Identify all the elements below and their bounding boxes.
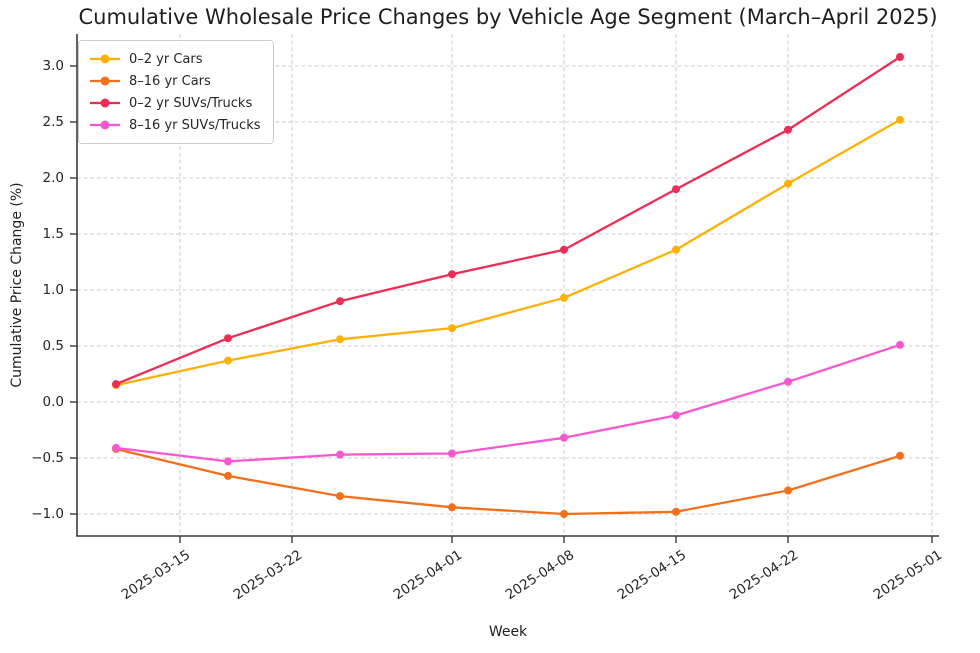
- legend-line-marker-icon: [90, 54, 120, 64]
- series-0-2-yr-suvs-trucks: [112, 53, 904, 389]
- data-point: [896, 115, 904, 124]
- legend-line-marker-icon: [90, 76, 120, 86]
- data-point: [224, 471, 232, 480]
- data-point: [448, 503, 456, 512]
- y-tick-label: −1.0: [31, 506, 64, 522]
- legend-item-8-16-yr-suvs-trucks: 8–16 yr SUVs/Trucks: [88, 114, 261, 136]
- legend-item-0-2-yr-suvs-trucks: 0–2 yr SUVs/Trucks: [88, 92, 261, 114]
- y-tick-label: 0.5: [42, 338, 64, 354]
- data-point: [672, 185, 680, 194]
- y-axis-label: Cumulative Price Change (%): [9, 182, 25, 388]
- data-point: [896, 340, 904, 349]
- legend-label: 0–2 yr SUVs/Trucks: [129, 95, 253, 111]
- data-point: [112, 443, 120, 452]
- x-axis-label: Week: [488, 624, 528, 640]
- data-point: [672, 245, 680, 254]
- data-point: [560, 510, 568, 518]
- data-point: [336, 450, 344, 459]
- data-point: [336, 492, 344, 501]
- y-tick-label: 0.0: [42, 394, 64, 410]
- axes-spines: [70, 34, 939, 543]
- chart-title: Cumulative Wholesale Price Changes by Ve…: [78, 5, 938, 29]
- data-point: [784, 486, 792, 495]
- data-point: [560, 245, 568, 254]
- data-point: [448, 270, 456, 279]
- data-point: [448, 324, 456, 333]
- series-0-2-yr-cars: [112, 115, 904, 390]
- data-point: [784, 125, 792, 134]
- data-point: [448, 449, 456, 458]
- y-tick-label: 2.0: [42, 170, 64, 186]
- data-point: [672, 411, 680, 420]
- data-point: [896, 53, 904, 61]
- data-point: [784, 179, 792, 188]
- data-point: [672, 507, 680, 516]
- data-point: [560, 293, 568, 302]
- y-tick-label: 1.0: [42, 282, 64, 298]
- y-tick-label: −0.5: [31, 450, 64, 466]
- series-8-16-yr-suvs-trucks: [112, 340, 904, 466]
- gridlines: [77, 34, 939, 536]
- data-point: [224, 334, 232, 343]
- data-point: [896, 451, 904, 460]
- y-tick-label: 2.5: [42, 114, 64, 130]
- data-point: [224, 457, 232, 466]
- legend-line-marker-icon: [90, 120, 120, 130]
- legend-label: 0–2 yr Cars: [129, 51, 203, 67]
- legend-item-8-16-yr-cars: 8–16 yr Cars: [88, 70, 261, 92]
- legend-line-marker-icon: [90, 98, 120, 108]
- y-tick-label: 3.0: [42, 58, 64, 74]
- data-point: [112, 380, 120, 389]
- y-tick-label: 1.5: [42, 226, 64, 242]
- series-8-16-yr-cars: [112, 445, 904, 518]
- data-point: [336, 335, 344, 344]
- legend-label: 8–16 yr Cars: [129, 73, 211, 89]
- legend: 0–2 yr Cars 8–16 yr Cars 0–2 yr SUVs/Truck…: [78, 40, 274, 144]
- legend-label: 8–16 yr SUVs/Trucks: [129, 117, 261, 133]
- legend-item-0-2-yr-cars: 0–2 yr Cars: [88, 48, 261, 70]
- data-point: [560, 433, 568, 442]
- data-point: [224, 356, 232, 365]
- data-point: [336, 297, 344, 306]
- data-point: [784, 377, 792, 386]
